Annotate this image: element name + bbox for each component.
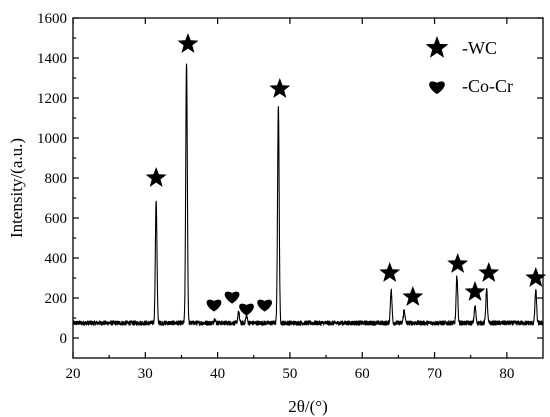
star-icon [478,262,500,282]
x-tick-label: 60 [355,366,370,382]
legend-label-wc: -WC [462,38,497,58]
axis-ticks [72,17,543,358]
star-icon [177,33,199,53]
y-tick-label: 600 [45,211,68,227]
heart-icon [239,303,254,316]
y-tick-label: 0 [60,331,68,347]
star-icon [525,267,547,287]
y-tick-label: 1400 [37,51,67,67]
y-tick-label: 200 [45,291,68,307]
xrd-spectrum-line [72,63,544,326]
y-tick-label: 1600 [37,11,67,27]
heart-icon [206,299,222,312]
legend: -WC -Co-Cr [425,36,513,96]
y-axis-title: Intensity/(a.u.) [7,138,26,238]
star-icon [447,253,469,273]
star-icon [379,262,401,282]
y-tick-label: 1200 [37,91,67,107]
star-icon [464,281,486,301]
star-icon [402,286,424,306]
x-tick-label: 70 [427,366,442,382]
heart-icon [429,81,445,95]
x-axis-title: 2θ/(°) [288,397,328,416]
star-icon [269,78,291,98]
x-tick-label: 20 [66,366,81,382]
plot-frame [72,17,544,359]
x-tick-label: 80 [499,366,514,382]
y-tick-label: 800 [45,171,68,187]
tick-labels: 20 30 40 50 60 70 8002004006008001000120014001… [37,11,514,382]
legend-star-icon [425,36,449,58]
x-tick-label: 30 [138,366,153,382]
star-icon [145,167,167,187]
y-tick-label: 1000 [37,131,67,147]
heart-icon [224,291,240,304]
y-tick-label: 400 [45,251,68,267]
legend-label-co-cr: -Co-Cr [462,76,513,96]
x-tick-label: 40 [210,366,225,382]
peak-markers [145,33,547,316]
heart-icon [257,299,272,312]
x-tick-label: 50 [282,366,297,382]
legend-heart-icon [429,81,445,95]
star-icon [425,36,449,58]
